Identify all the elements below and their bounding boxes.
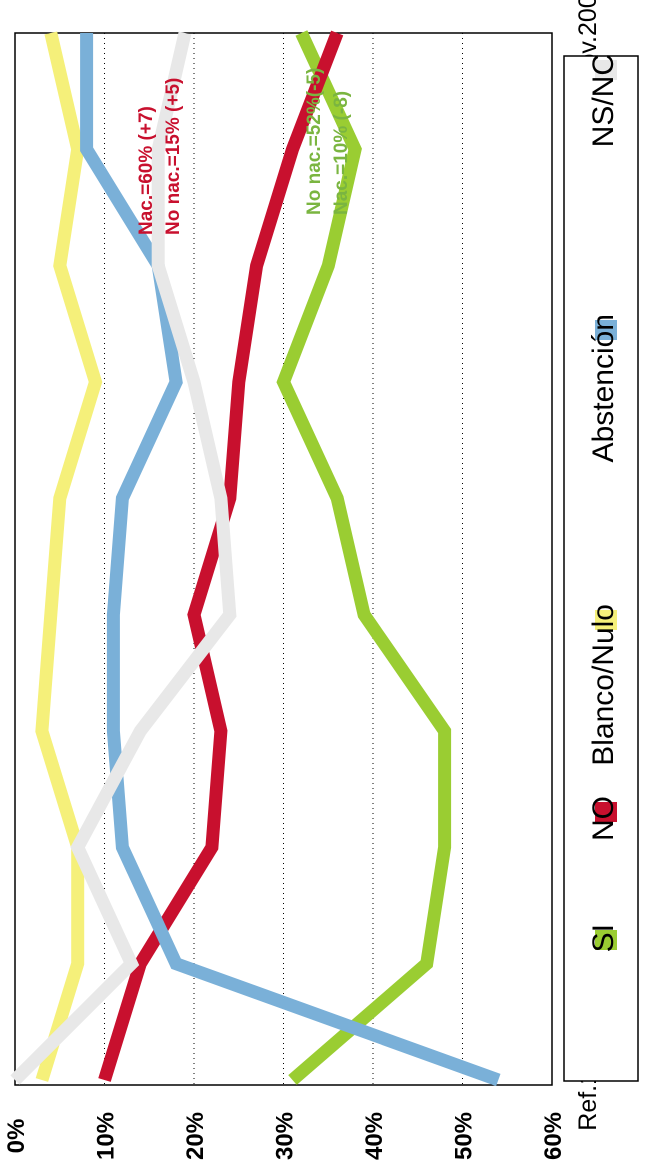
y-tick-label: 10% <box>93 1112 120 1160</box>
y-tick-label: 60% <box>540 1112 567 1160</box>
legend-swatch <box>595 610 617 630</box>
legend: SI NO Blanco/Nulo Abstención NS/NC <box>587 54 620 952</box>
series-line-si <box>276 30 452 1085</box>
legend-label: Abstención <box>587 314 620 462</box>
series-line-no <box>98 30 344 1082</box>
series-lines <box>10 30 501 1087</box>
y-tick-label: 0% <box>3 1119 30 1154</box>
annotation-line: Nac.=60% (+7) <box>136 106 157 235</box>
y-axis-ticks: 0% 10% 20% 30% 40% 50% 60% <box>3 1112 567 1160</box>
legend-swatch <box>595 320 617 340</box>
gridlines <box>104 33 463 1085</box>
legend-label: NO <box>587 796 620 841</box>
y-tick-label: 50% <box>451 1112 478 1160</box>
series-line-ns-nc <box>10 31 237 1085</box>
legend-box <box>563 55 639 1082</box>
annotation-line: Nac.=10% (-8) <box>331 91 352 215</box>
annotation-line: No nac.=52%(-5) <box>304 68 325 215</box>
y-tick-label: 20% <box>182 1112 209 1160</box>
series-line-abstenci-n <box>80 33 501 1087</box>
annotation-line: No nac.=15% (+5) <box>163 78 184 235</box>
y-tick-label: 40% <box>361 1112 388 1160</box>
legend-label: NS/NC <box>587 54 620 147</box>
legend-label: SI <box>587 924 620 952</box>
legend-label: Blanco/Nulo <box>587 604 620 766</box>
legend-swatch <box>595 930 617 950</box>
legend-swatch <box>595 802 617 822</box>
legend-swatch <box>595 60 617 80</box>
annotations: Nac.=60% (+7) No nac.=15% (+5) No nac.=52%… <box>136 68 352 235</box>
y-tick-label: 30% <box>272 1112 299 1160</box>
series-line-blanco-nulo <box>35 31 103 1082</box>
